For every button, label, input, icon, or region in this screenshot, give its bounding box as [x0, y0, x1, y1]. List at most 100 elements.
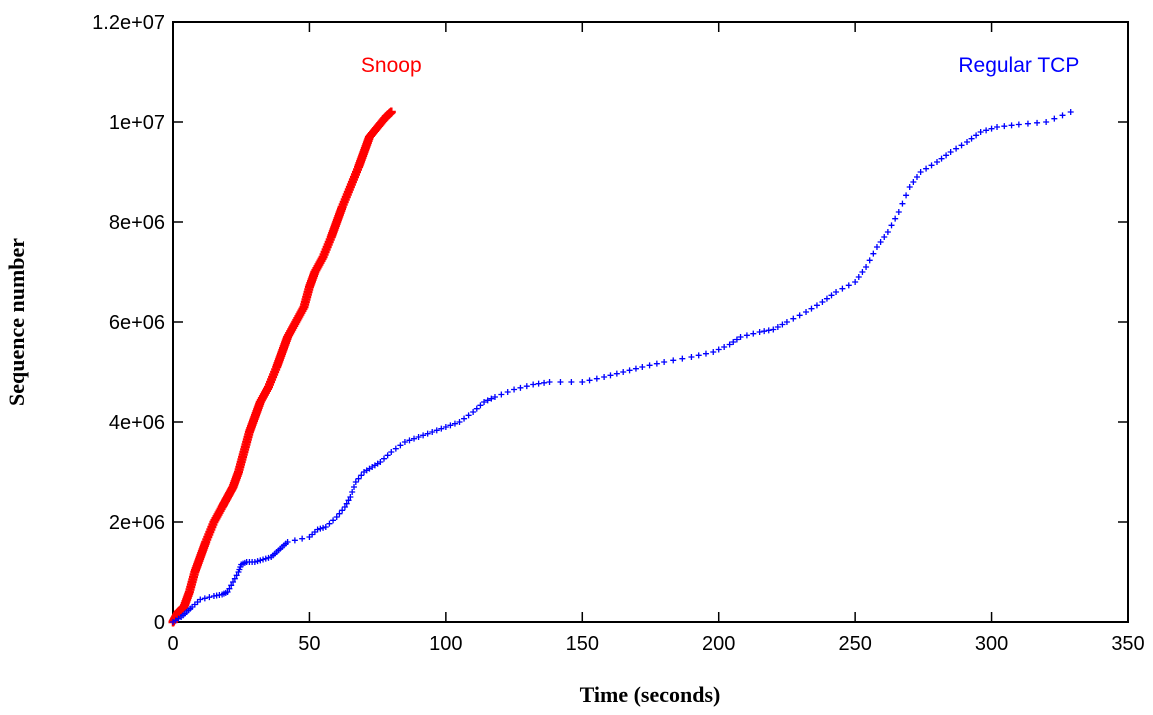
data-point: [224, 589, 231, 595]
data-point-fill: [433, 427, 440, 434]
data-point: [352, 479, 359, 485]
data-point: [639, 364, 646, 370]
data-point-fill: [910, 179, 917, 185]
data-point: [260, 556, 267, 563]
data-point-fill: [679, 355, 686, 362]
data-point-fill: [228, 582, 235, 589]
x-tick-label: 0: [167, 633, 178, 655]
data-point-fill: [424, 430, 431, 437]
data-point-fill: [498, 391, 505, 398]
data-point: [1015, 121, 1022, 128]
series-label-regular-tcp: Regular TCP: [958, 54, 1079, 77]
data-point-fill: [899, 200, 906, 207]
data-point-fill: [923, 165, 930, 172]
data-point-fill: [938, 155, 945, 162]
data-point: [833, 289, 840, 295]
data-point: [977, 129, 984, 135]
data-point-fill: [903, 192, 910, 199]
data-point-fill: [743, 332, 750, 339]
data-point-fill: [392, 445, 399, 452]
y-tick-label: 8e+06: [109, 212, 165, 234]
data-point: [546, 379, 553, 385]
data-point-fill: [750, 330, 757, 337]
data-point-fill: [355, 475, 362, 482]
data-point-fill: [670, 357, 677, 364]
data-point: [783, 319, 790, 325]
data-point: [873, 244, 880, 250]
data-point: [895, 209, 902, 215]
data-point-fill: [702, 350, 709, 357]
data-point: [442, 424, 449, 430]
data-point: [884, 229, 891, 235]
data-point: [819, 299, 826, 305]
data-point: [737, 334, 744, 340]
data-point: [470, 409, 477, 415]
data-point-fill: [988, 125, 995, 132]
data-point-fill: [774, 324, 781, 330]
data-point-fill: [320, 524, 327, 531]
x-axis-title: Time (seconds): [580, 682, 721, 707]
data-point-fill: [473, 405, 480, 412]
data-point-fill: [349, 489, 356, 495]
data-point-fill: [715, 346, 722, 353]
data-point-fill: [1001, 123, 1008, 130]
data-point-fill: [517, 384, 524, 391]
data-point-fill: [1051, 115, 1058, 122]
data-point-fill: [231, 575, 238, 582]
data-point-fill: [523, 383, 530, 390]
series-snoop: [168, 107, 396, 627]
data-point-fill: [928, 162, 935, 169]
data-point: [491, 394, 498, 400]
data-point-fill: [943, 152, 950, 159]
data-point-fill: [1008, 122, 1015, 129]
data-point-fill: [451, 420, 458, 427]
data-point: [1067, 109, 1074, 115]
data-point: [456, 419, 463, 425]
data-point-fill: [888, 222, 895, 229]
data-point-fill: [632, 365, 639, 372]
data-point: [688, 354, 695, 360]
data-point: [377, 459, 384, 465]
data-point-fill: [1024, 120, 1031, 127]
data-point: [964, 139, 971, 145]
data-point-fill: [881, 234, 888, 240]
data-point: [415, 434, 422, 440]
data-point-fill: [779, 321, 786, 328]
data-point: [863, 264, 870, 270]
data-point-fill: [973, 132, 980, 139]
x-tick-label: 300: [975, 633, 1008, 655]
data-point: [579, 379, 586, 385]
axis-ticks: 0 50 100 150 200 250 300 350 0 2e+06 4e+06 6e+06 8e+…: [92, 12, 1145, 655]
data-point-fill: [607, 372, 614, 379]
data-point-fill: [813, 302, 820, 309]
data-point-fill: [465, 412, 472, 419]
data-point: [341, 504, 348, 510]
data-point: [756, 329, 763, 335]
data-point: [620, 369, 627, 375]
data-point: [710, 349, 717, 355]
series-layer: Snoop Regular TCP: [168, 54, 1079, 627]
data-point-fill: [823, 295, 830, 302]
data-point-fill: [870, 250, 877, 257]
data-point-fill: [336, 510, 343, 517]
data-point-fill: [828, 292, 835, 299]
data-point: [333, 514, 340, 520]
data-point-fill: [420, 432, 427, 439]
data-point: [197, 596, 204, 603]
data-point-fill: [226, 585, 233, 592]
data-point-fill: [291, 537, 298, 544]
y-tick-label: 6e+06: [109, 312, 165, 334]
data-point: [401, 439, 408, 445]
data-point: [230, 579, 237, 585]
data-point-fill: [808, 305, 815, 312]
data-point-fill: [397, 442, 404, 449]
data-point-fill: [568, 379, 575, 385]
data-point-fill: [968, 135, 975, 142]
data-point-fill: [613, 370, 620, 377]
data-point: [314, 526, 321, 533]
data-point-fill: [730, 339, 737, 345]
data-point-fill: [477, 402, 484, 409]
data-point: [770, 326, 777, 333]
data-point: [388, 449, 395, 455]
x-tick-label: 50: [298, 633, 320, 655]
